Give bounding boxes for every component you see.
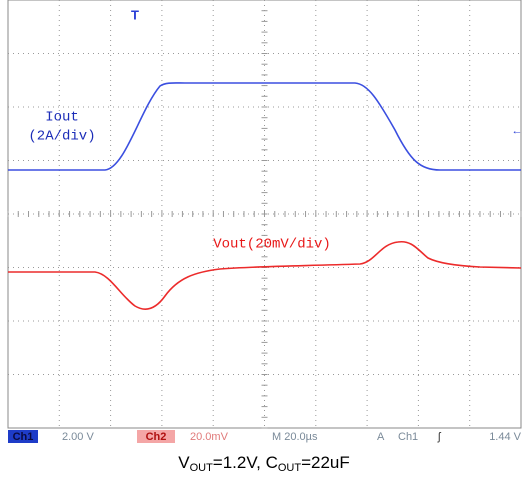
caption-sub: OUT: [190, 462, 214, 474]
trigger-mode: A: [377, 431, 385, 443]
ch2-label: Vout(20mV/div): [213, 237, 331, 253]
ch1-badge-text: Ch1: [13, 431, 34, 443]
trigger-source: Ch1: [398, 431, 418, 443]
caption-part: =22uF: [301, 453, 350, 472]
caption: VOUT=1.2V, COUT=22uF: [178, 453, 350, 473]
ch1-scale-label: (2A/div): [28, 129, 95, 145]
caption-part: =1.2V, C: [213, 453, 278, 472]
caption-sub: OUT: [278, 462, 302, 474]
ch1-badge: [8, 430, 38, 443]
trigger-slope: ʃ: [437, 431, 442, 443]
ch1-scale: 2.00 V: [62, 431, 94, 443]
ch2-badge: [137, 430, 175, 443]
ch2-scale: 20.0mV: [190, 431, 229, 443]
trigger-marker: T: [131, 7, 139, 22]
caption-part: V: [178, 453, 190, 472]
ch1-trace: [8, 82, 521, 171]
ch2-trace: [8, 240, 522, 310]
ch2-badge-text: Ch2: [146, 431, 167, 443]
trigger-level: 1.44 V: [489, 431, 521, 443]
ch1-label: Iout: [45, 110, 79, 126]
timebase: M 20.0µs: [272, 431, 318, 443]
grid: [7, 0, 522, 429]
trigger-level-marker: ←: [512, 125, 523, 137]
